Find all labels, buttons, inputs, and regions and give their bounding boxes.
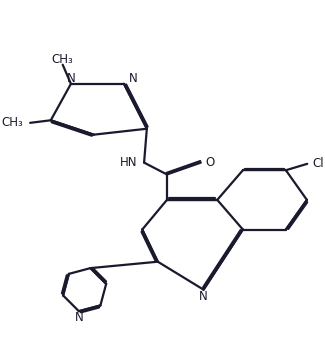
Text: CH₃: CH₃ <box>2 116 24 130</box>
Text: N: N <box>74 311 83 324</box>
Text: O: O <box>206 156 215 169</box>
Text: HN: HN <box>120 156 137 169</box>
Text: CH₃: CH₃ <box>52 53 73 66</box>
Text: Cl: Cl <box>313 157 324 170</box>
Text: N: N <box>129 72 138 85</box>
Text: N: N <box>199 290 208 303</box>
Text: N: N <box>67 72 75 85</box>
